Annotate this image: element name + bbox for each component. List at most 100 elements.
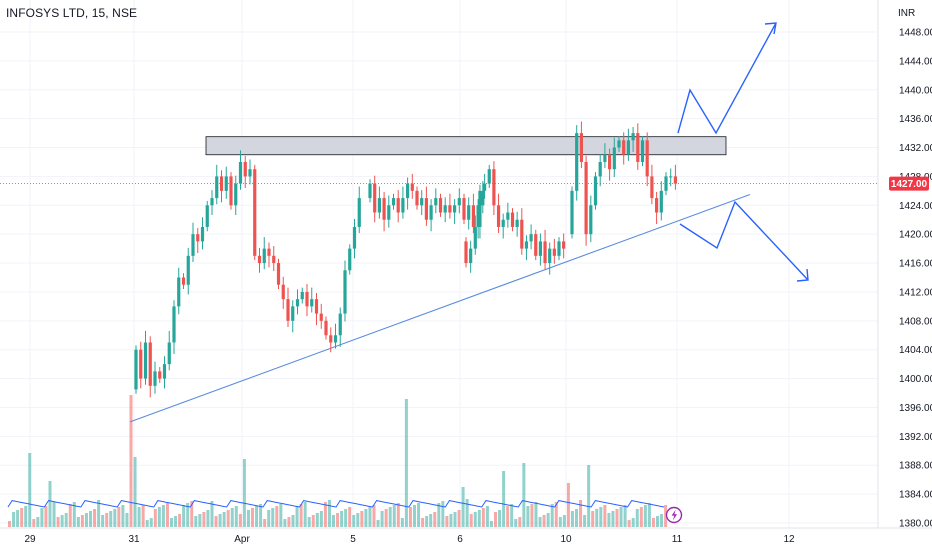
candle-body: [562, 241, 566, 249]
x-tick-label: 12: [783, 534, 795, 545]
chart-title: INFOSYS LTD, 15, NSE: [6, 6, 138, 20]
candle-body: [664, 176, 668, 191]
candle-body: [524, 241, 529, 249]
candle-body: [295, 299, 300, 307]
volume-bar: [400, 518, 404, 527]
volume-bar: [579, 500, 583, 527]
candle-body: [557, 241, 561, 256]
y-tick-label: 1444.00: [899, 56, 932, 67]
volume-bar: [526, 506, 530, 527]
volume-bar: [218, 514, 222, 527]
volume-bar: [194, 516, 198, 527]
volume-bar: [348, 507, 352, 527]
volume-bar: [380, 511, 384, 527]
volume-bar: [469, 514, 473, 527]
candle-body: [515, 219, 519, 227]
candle-body: [210, 198, 214, 206]
volume-bar: [554, 502, 558, 527]
candle-body: [617, 140, 621, 148]
candle-body: [487, 169, 491, 184]
candle-body: [534, 234, 538, 256]
projection-arrows[interactable]: [677, 22, 809, 282]
volume-bar: [392, 505, 396, 527]
y-tick-label: 1388.00: [899, 461, 932, 472]
candle-body: [603, 154, 607, 162]
candle-body: [143, 342, 148, 379]
volume-bar: [396, 503, 400, 527]
candle-body: [429, 205, 433, 220]
candle-body: [229, 176, 233, 206]
volume-bar: [575, 509, 578, 527]
candle-body: [200, 226, 205, 242]
volume-bar: [352, 515, 356, 527]
volume-bar: [178, 514, 182, 527]
candle-body: [612, 147, 616, 170]
volume-bar: [84, 513, 88, 527]
volume-bar: [481, 508, 485, 527]
candle-body: [453, 205, 457, 213]
y-tick-label: 1448.00: [899, 28, 932, 39]
volume-bar: [137, 507, 141, 527]
volume-bar: [238, 514, 242, 527]
volume-bar: [287, 517, 291, 527]
volume-bar: [97, 500, 101, 527]
y-tick-label: 1412.00: [899, 287, 932, 298]
volume-bar: [246, 510, 250, 527]
candle-body: [443, 205, 447, 213]
candle-body: [219, 176, 224, 191]
y-tick-label: 1424.00: [899, 201, 932, 212]
ascending-trendline[interactable]: [129, 193, 751, 423]
volume-bar: [437, 503, 441, 527]
volume-bar: [315, 513, 319, 527]
resistance-zone[interactable]: [205, 136, 727, 156]
candle-body: [153, 371, 157, 386]
volume-bar: [647, 503, 651, 527]
current-price-tag: 1427.00: [889, 176, 929, 191]
candle-body: [196, 234, 200, 242]
candle-body: [382, 198, 386, 220]
volume-bar: [417, 503, 421, 527]
volume-bar: [80, 515, 84, 527]
y-tick-label: 1380.00: [899, 519, 932, 530]
volume-bar: [566, 483, 570, 527]
x-tick-label: 11: [672, 534, 683, 545]
volume-bar: [105, 513, 109, 527]
candle-body: [626, 140, 630, 155]
volume-bar: [599, 507, 603, 527]
volume-bar: [603, 505, 607, 527]
bearish-projection-arrow[interactable]: [679, 200, 809, 281]
candle-body: [139, 349, 143, 379]
volume-bar: [534, 502, 538, 527]
candle-body: [253, 169, 257, 256]
candle-body: [314, 299, 319, 314]
volume-bar: [121, 505, 125, 527]
x-tick-label: 31: [128, 534, 140, 545]
volume-bar: [76, 517, 80, 527]
volume-bar: [129, 395, 133, 527]
volume-bar: [615, 509, 619, 527]
candle-body: [257, 255, 262, 264]
flash-icon[interactable]: [665, 506, 683, 524]
candlestick-series: [134, 121, 677, 398]
candle-body: [368, 183, 372, 199]
volume-bar: [619, 507, 623, 527]
candle-body: [669, 176, 673, 178]
volume-bar: [611, 511, 615, 527]
candle-body: [462, 198, 466, 220]
volume-bar: [157, 507, 161, 527]
volume-bar: [234, 506, 238, 527]
bearish-arrowhead: [796, 268, 809, 282]
candle-body: [248, 169, 252, 177]
candle-body: [552, 248, 556, 256]
volume-bar: [20, 508, 24, 527]
volume-bar: [182, 505, 186, 527]
bullish-projection-arrow[interactable]: [677, 22, 777, 135]
price-axis[interactable]: 1448.001444.001440.001436.001432.001428.…: [899, 28, 932, 530]
volume-bar: [259, 504, 263, 527]
y-tick-label: 1440.00: [899, 85, 932, 96]
volume-bar: [651, 518, 655, 527]
time-axis[interactable]: 29 31 Apr 5 6 10 11 12: [24, 534, 795, 545]
candle-body: [529, 234, 533, 242]
candle-body: [655, 198, 659, 213]
